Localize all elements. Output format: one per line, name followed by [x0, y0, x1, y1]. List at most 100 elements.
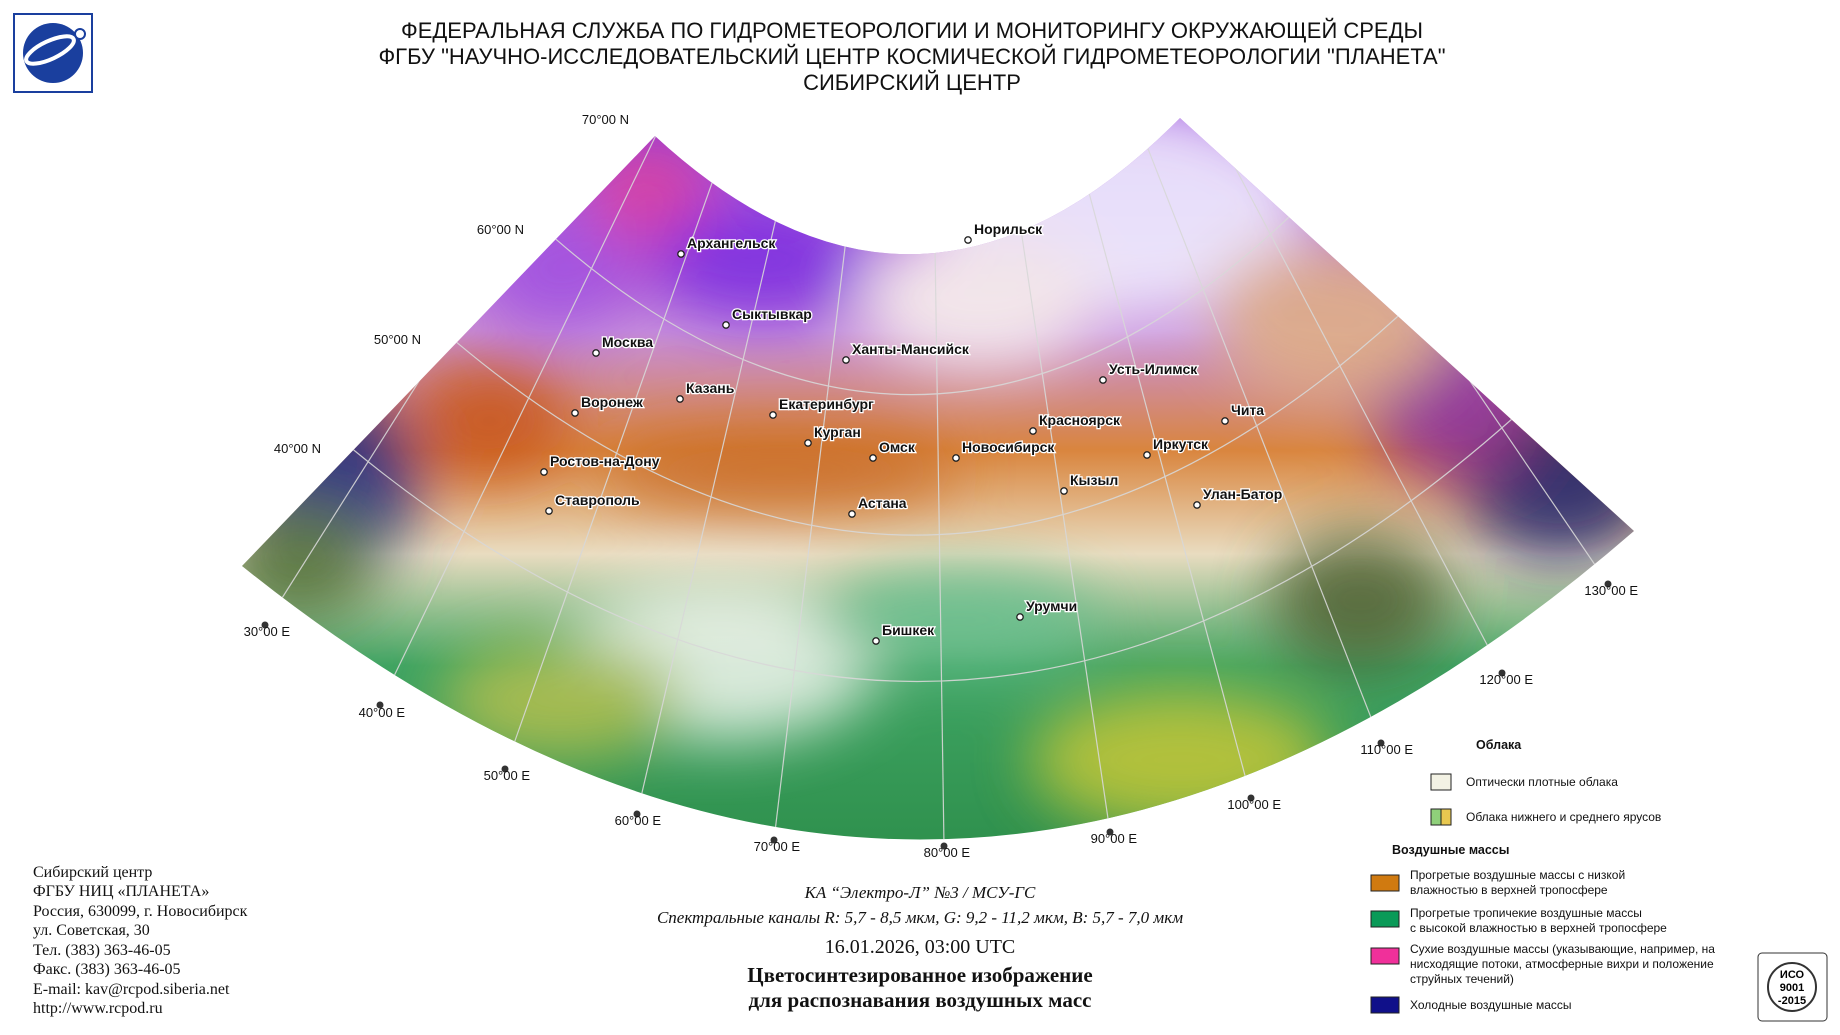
- city-marker: [872, 637, 880, 645]
- iso-badge: ИСО 9001 -2015: [1757, 952, 1828, 1022]
- contact-line: Сибирский центр: [33, 864, 152, 881]
- legend-text: струйных течений): [1410, 972, 1514, 986]
- caption-datetime: 16.01.2026, 03:00 UTC: [825, 936, 1016, 958]
- city-label: Екатеринбург: [779, 396, 874, 412]
- city-label: Бишкек: [882, 622, 935, 638]
- legend-swatch: [1370, 910, 1400, 928]
- city-marker: [676, 395, 684, 403]
- contact-line: http://www.rcpod.ru: [33, 1000, 163, 1017]
- longitude-label: 100°00 E: [1227, 797, 1281, 812]
- city-marker: [1193, 501, 1201, 509]
- meridian: [636, 118, 845, 815]
- legend-text: Сухие воздушные массы (указывающие, напр…: [1410, 942, 1715, 956]
- city-label: Омск: [879, 439, 916, 455]
- header-title: СИБИРСКИЙ ЦЕНТР: [803, 70, 1021, 95]
- city-label: Ставрополь: [555, 492, 640, 508]
- contact-line: E-mail: kav@rcpod.siberia.net: [33, 981, 230, 998]
- graticule-node: [1106, 828, 1114, 836]
- graticule-node: [1377, 739, 1385, 747]
- city-label: Москва: [602, 334, 653, 350]
- city-label: Красноярск: [1039, 412, 1121, 428]
- graticule-node: [633, 810, 641, 818]
- caption-product: для распознавания воздушных масс: [749, 988, 1092, 1012]
- graticule-node: [1498, 669, 1506, 677]
- contact: Сибирский центр ФГБУ НИЦ «ПЛАНЕТА» Росси…: [33, 864, 248, 1017]
- city-marker: [848, 510, 856, 518]
- caption: КА “Электро-Л” №3 / МСУ-ГС Спектральные …: [657, 883, 1183, 1012]
- legend-swatch: [1370, 996, 1400, 1014]
- contact-line: ФГБУ НИЦ «ПЛАНЕТА»: [33, 883, 209, 900]
- city-marker: [952, 454, 960, 462]
- caption-product: Цветосинтезированное изображение: [747, 963, 1092, 987]
- legend-text: влажностью в верхней тропосфере: [1410, 883, 1608, 897]
- latitude-label: 50°00 N: [374, 332, 421, 347]
- legend-text: Прогретые тропичекие воздушные массы: [1410, 906, 1642, 920]
- logo: [13, 13, 93, 93]
- city-marker: [592, 349, 600, 357]
- city-label: Урумчи: [1026, 598, 1077, 614]
- graticule-node: [770, 836, 778, 844]
- longitude-label: 70°00 E: [754, 839, 801, 854]
- city-label: Новосибирск: [962, 439, 1055, 455]
- city-marker: [677, 250, 685, 258]
- meridian: [976, 118, 1111, 833]
- badge-text: -2015: [1778, 995, 1806, 1007]
- legend-heading: Облака: [1476, 738, 1522, 752]
- legend-swatch: [1440, 808, 1452, 826]
- city-label: Астана: [858, 495, 907, 511]
- city-label: Казань: [686, 380, 735, 396]
- header-title: ФГБУ "НАУЧНО-ИССЛЕДОВАТЕЛЬСКИЙ ЦЕНТР КОС…: [378, 44, 1445, 69]
- longitude-label: 90°00 E: [1091, 831, 1138, 846]
- city-marker: [769, 411, 777, 419]
- latitude-label: 70°00 N: [582, 112, 629, 127]
- longitude-label: 120°00 E: [1479, 672, 1533, 687]
- city-label: Улан-Батор: [1203, 486, 1282, 502]
- latitude-label: 40°00 N: [274, 441, 321, 456]
- caption-channels: Спектральные каналы R: 5,7 - 8,5 мкм, G:…: [657, 908, 1183, 927]
- city-label: Ханты-Мансийск: [852, 341, 970, 357]
- parallel: [353, 419, 1512, 682]
- city-marker: [1099, 376, 1107, 384]
- city-label: Ростов-на-Дону: [550, 453, 660, 469]
- legend-text: Облака нижнего и среднего ярусов: [1466, 810, 1661, 824]
- city-marker: [869, 454, 877, 462]
- city-label: Воронеж: [581, 394, 644, 410]
- graticule-node: [1247, 794, 1255, 802]
- contact-line: Факс. (383) 363-46-05: [33, 961, 181, 978]
- legend-text: Холодные воздушные массы: [1410, 998, 1572, 1012]
- city-marker: [804, 439, 812, 447]
- longitude-label: 80°00 E: [924, 845, 971, 860]
- header: ФЕДЕРАЛЬНАЯ СЛУЖБА ПО ГИДРОМЕТЕОРОЛОГИИ …: [378, 18, 1445, 95]
- meridian: [929, 118, 945, 840]
- legend-text: Прогретые воздушные массы с низкой: [1410, 868, 1625, 882]
- graticule-node: [501, 765, 509, 773]
- city-label: Курган: [814, 424, 861, 440]
- city-marker: [1060, 487, 1068, 495]
- city-label: Архангельск: [687, 235, 776, 251]
- longitude-label: 110°00 E: [1360, 742, 1413, 757]
- meridian: [379, 118, 773, 706]
- graticule-node: [940, 842, 948, 850]
- caption-satellite: КА “Электро-Л” №3 / МСУ-ГС: [804, 883, 1036, 902]
- city-marker: [571, 409, 579, 417]
- city-marker: [1143, 451, 1151, 459]
- longitude-label: 50°00 E: [484, 768, 531, 783]
- legend-swatch: [1370, 947, 1400, 965]
- contact-line: Россия, 630099, г. Новосибирск: [33, 903, 248, 920]
- meridian: [1015, 118, 1252, 799]
- graticule-node: [376, 701, 384, 709]
- meridian: [504, 118, 808, 770]
- legend-text: Оптически плотные облака: [1466, 775, 1618, 789]
- longitude-label: 30°00 E: [244, 624, 291, 639]
- city-label: Норильск: [974, 221, 1043, 237]
- legend-text: нисходящие потоки, атмосферные вихри и п…: [1410, 957, 1714, 971]
- contact-line: ул. Советская, 30: [33, 922, 150, 939]
- city-marker: [1029, 427, 1037, 435]
- longitude-label: 40°00 E: [359, 705, 406, 720]
- legend-swatch: [1430, 773, 1452, 791]
- meridian: [1086, 118, 1503, 674]
- city-marker: [842, 356, 850, 364]
- city-marker: [540, 468, 548, 476]
- city-marker: [1016, 613, 1024, 621]
